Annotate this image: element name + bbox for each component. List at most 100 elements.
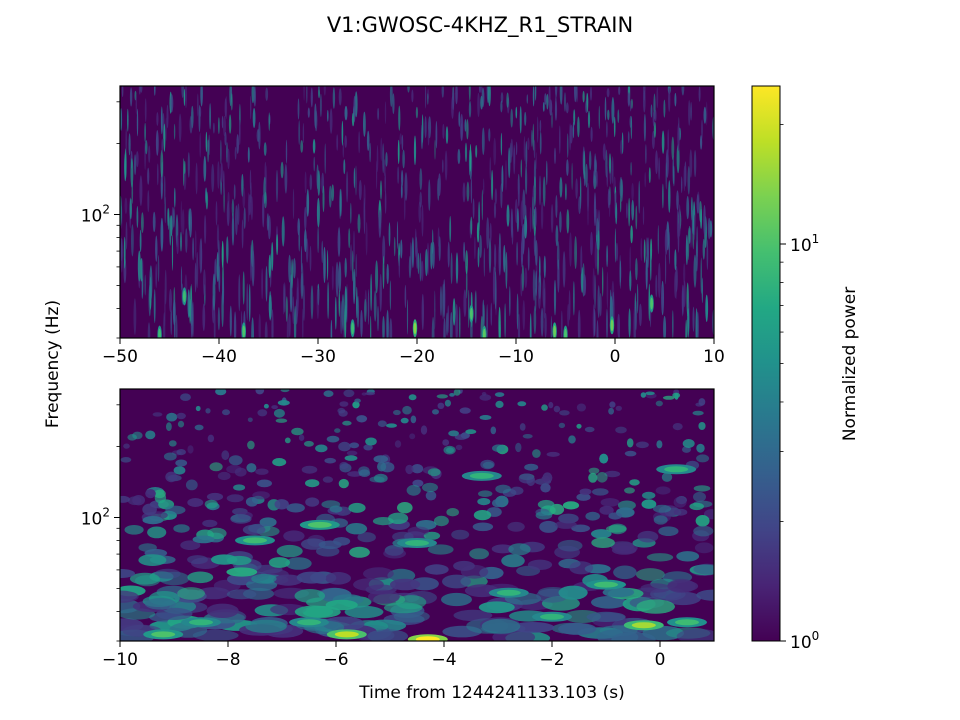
x-tick-label: −40 <box>201 347 237 367</box>
noise-blob <box>655 400 663 407</box>
noise-blob <box>604 470 621 478</box>
noise-blob <box>472 198 475 219</box>
noise-blob <box>353 271 356 305</box>
noise-blob <box>696 226 698 257</box>
noise-blob <box>559 125 561 154</box>
hotspot <box>297 619 321 626</box>
noise-blob <box>477 92 480 118</box>
x-tick-label: −4 <box>431 650 456 670</box>
noise-blob <box>462 182 466 203</box>
noise-blob <box>200 237 203 273</box>
noise-blob <box>192 535 215 544</box>
noise-blob <box>200 86 203 107</box>
noise-blob <box>318 89 320 99</box>
noise-blob <box>598 105 600 129</box>
noise-blob <box>546 160 548 186</box>
noise-blob <box>611 545 637 555</box>
x-axis-label: Time from 1244241133.103 (s) <box>358 683 625 703</box>
noise-blob <box>494 245 497 269</box>
noise-blob <box>382 316 385 338</box>
noise-blob <box>353 95 356 123</box>
noise-blob <box>346 171 349 203</box>
noise-blob <box>172 299 176 326</box>
noise-blob <box>442 123 445 139</box>
noise-blob <box>602 143 606 161</box>
noise-blob <box>404 284 407 309</box>
noise-blob <box>516 208 520 233</box>
noise-blob <box>180 231 182 252</box>
noise-blob <box>510 108 513 128</box>
noise-blob <box>312 139 316 154</box>
noise-blob <box>642 206 645 226</box>
noise-blob <box>345 523 368 535</box>
noise-blob <box>705 294 709 322</box>
noise-blob <box>525 165 528 195</box>
noise-blob <box>688 100 691 126</box>
noise-blob <box>687 308 690 338</box>
noise-blob <box>152 412 163 417</box>
noise-blob <box>629 246 631 275</box>
noise-blob <box>501 165 504 193</box>
hotspot <box>564 328 567 338</box>
noise-blob <box>607 188 610 209</box>
noise-blob <box>465 429 477 435</box>
noise-blob <box>120 495 130 503</box>
noise-blob <box>233 184 236 200</box>
noise-blob <box>596 320 599 338</box>
noise-blob <box>353 578 384 591</box>
noise-blob <box>132 495 146 506</box>
noise-blob <box>415 106 418 119</box>
noise-blob <box>280 161 284 179</box>
noise-blob <box>213 307 216 338</box>
noise-blob <box>173 524 190 533</box>
noise-blob <box>310 87 313 108</box>
noise-blob <box>334 428 341 433</box>
noise-blob <box>495 484 511 494</box>
noise-blob <box>156 607 193 621</box>
noise-blob <box>527 247 530 271</box>
noise-blob <box>425 248 428 277</box>
noise-blob <box>648 167 651 184</box>
noise-blob <box>653 515 668 525</box>
noise-blob <box>384 101 387 125</box>
hotspot <box>242 325 246 338</box>
noise-blob <box>614 228 617 263</box>
hotspot <box>610 319 614 332</box>
noise-blob <box>640 583 671 593</box>
noise-blob <box>209 462 223 472</box>
x-tick-label: −10 <box>498 347 534 367</box>
noise-blob <box>303 440 314 447</box>
noise-blob <box>196 251 199 289</box>
noise-blob <box>245 619 287 634</box>
noise-blob <box>144 598 176 610</box>
noise-blob <box>469 144 472 172</box>
noise-blob <box>463 289 467 318</box>
noise-blob <box>477 246 480 268</box>
noise-blob <box>693 491 706 502</box>
noise-blob <box>630 162 632 176</box>
noise-blob <box>285 296 288 322</box>
noise-blob <box>460 564 489 579</box>
noise-blob <box>207 139 209 163</box>
y-axis-label: Frequency (Hz) <box>43 300 63 428</box>
noise-blob <box>246 283 248 321</box>
noise-blob <box>636 599 675 614</box>
noise-blob <box>569 123 571 151</box>
noise-blob <box>221 115 224 129</box>
noise-blob <box>486 304 488 338</box>
noise-blob <box>599 453 609 464</box>
noise-blob <box>700 257 702 294</box>
chart-title: V1:GWOSC-4KHZ_R1_STRAIN <box>327 13 633 38</box>
noise-blob <box>475 145 478 158</box>
noise-blob <box>689 502 704 511</box>
noise-blob <box>479 234 482 259</box>
noise-blob <box>690 227 692 248</box>
noise-blob <box>576 86 578 103</box>
noise-blob <box>348 228 351 249</box>
noise-blob <box>194 424 204 431</box>
noise-blob <box>478 86 481 93</box>
noise-blob <box>569 561 594 575</box>
noise-blob <box>519 106 522 134</box>
noise-blob <box>205 408 211 414</box>
noise-blob <box>491 169 494 201</box>
